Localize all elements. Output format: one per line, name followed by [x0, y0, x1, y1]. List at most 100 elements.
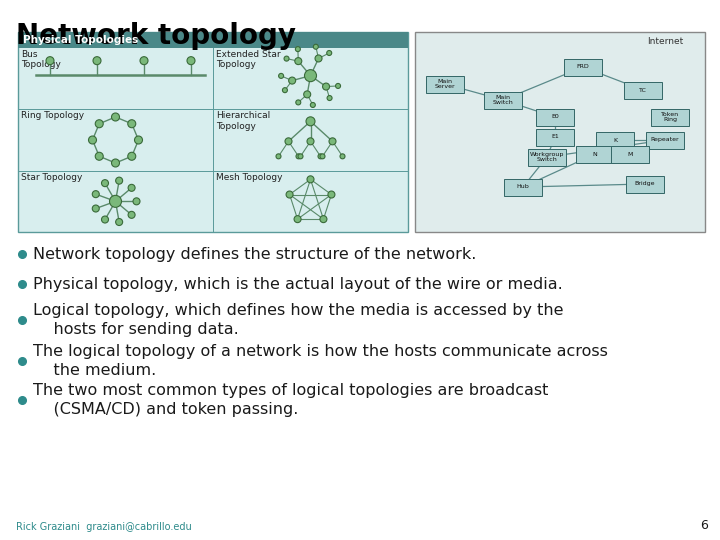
Text: TC: TC — [639, 87, 647, 92]
Text: N: N — [593, 152, 598, 157]
Circle shape — [128, 211, 135, 218]
Circle shape — [140, 57, 148, 65]
Circle shape — [320, 215, 327, 222]
Circle shape — [92, 205, 99, 212]
Text: Physical topology, which is the actual layout of the wire or media.: Physical topology, which is the actual l… — [33, 276, 563, 292]
Circle shape — [296, 100, 301, 105]
Circle shape — [102, 216, 109, 223]
Text: Network topology defines the structure of the network.: Network topology defines the structure o… — [33, 246, 477, 261]
FancyBboxPatch shape — [536, 129, 574, 145]
Text: Workgroup
Switch: Workgroup Switch — [530, 152, 564, 162]
Circle shape — [282, 87, 287, 93]
Circle shape — [95, 152, 103, 160]
Circle shape — [295, 46, 300, 52]
FancyBboxPatch shape — [596, 132, 634, 148]
Circle shape — [89, 136, 96, 144]
Circle shape — [109, 195, 122, 207]
FancyBboxPatch shape — [536, 109, 574, 125]
Circle shape — [307, 138, 314, 145]
Text: Token
Ring: Token Ring — [661, 112, 679, 122]
Circle shape — [92, 191, 99, 198]
FancyBboxPatch shape — [504, 179, 542, 195]
FancyBboxPatch shape — [624, 82, 662, 98]
Text: Hierarchical
Topology: Hierarchical Topology — [216, 111, 270, 131]
Text: Bridge: Bridge — [635, 181, 655, 186]
Circle shape — [323, 83, 330, 90]
Circle shape — [294, 58, 302, 65]
FancyBboxPatch shape — [426, 76, 464, 92]
Circle shape — [116, 177, 122, 184]
FancyBboxPatch shape — [18, 32, 408, 48]
Circle shape — [298, 154, 303, 159]
FancyBboxPatch shape — [646, 132, 684, 148]
Circle shape — [127, 152, 136, 160]
Text: The logical topology of a network is how the hosts communicate across
    the me: The logical topology of a network is how… — [33, 344, 608, 378]
Circle shape — [315, 55, 322, 62]
Text: 6: 6 — [700, 519, 708, 532]
Text: Repeater: Repeater — [651, 138, 679, 143]
Text: E1: E1 — [551, 134, 559, 139]
Circle shape — [93, 57, 101, 65]
Text: FRD: FRD — [577, 64, 590, 70]
Circle shape — [102, 180, 109, 187]
Circle shape — [112, 159, 120, 167]
FancyBboxPatch shape — [415, 32, 705, 232]
Text: The two most common types of logical topologies are broadcast
    (CSMA/CD) and : The two most common types of logical top… — [33, 383, 549, 417]
Circle shape — [313, 44, 318, 49]
Circle shape — [307, 176, 314, 183]
Circle shape — [296, 154, 301, 159]
FancyBboxPatch shape — [564, 58, 602, 76]
Circle shape — [285, 138, 292, 145]
Circle shape — [135, 136, 143, 144]
Circle shape — [294, 215, 301, 222]
FancyBboxPatch shape — [528, 148, 566, 165]
Text: Hub: Hub — [517, 185, 529, 190]
Circle shape — [279, 73, 284, 78]
Text: E0: E0 — [551, 114, 559, 119]
Text: Main
Switch: Main Switch — [492, 95, 513, 105]
FancyBboxPatch shape — [18, 32, 408, 232]
Text: Ring Topology: Ring Topology — [21, 111, 84, 120]
Text: Main
Server: Main Server — [435, 79, 455, 89]
Text: Star Topology: Star Topology — [21, 173, 82, 181]
Text: Extended Star
Topology: Extended Star Topology — [216, 50, 281, 70]
Text: Rick Graziani  graziani@cabrillo.edu: Rick Graziani graziani@cabrillo.edu — [16, 522, 192, 532]
FancyBboxPatch shape — [484, 91, 522, 109]
FancyBboxPatch shape — [576, 145, 614, 163]
Circle shape — [328, 191, 335, 198]
Text: Network topology: Network topology — [16, 22, 296, 50]
Circle shape — [133, 198, 140, 205]
Text: M: M — [627, 152, 633, 157]
Circle shape — [327, 51, 332, 56]
Circle shape — [327, 96, 332, 100]
Circle shape — [336, 84, 341, 89]
Circle shape — [306, 117, 315, 126]
Circle shape — [46, 57, 54, 65]
Text: Logical topology, which defines how the media is accessed by the
    hosts for s: Logical topology, which defines how the … — [33, 303, 564, 337]
Text: Mesh Topology: Mesh Topology — [216, 173, 282, 181]
Circle shape — [116, 219, 122, 226]
Circle shape — [310, 103, 315, 107]
Circle shape — [320, 154, 325, 159]
Circle shape — [340, 154, 345, 159]
Circle shape — [329, 138, 336, 145]
Circle shape — [187, 57, 195, 65]
Circle shape — [304, 91, 311, 98]
FancyBboxPatch shape — [611, 145, 649, 163]
Circle shape — [286, 191, 293, 198]
Text: Bus
Topology: Bus Topology — [21, 50, 61, 70]
Text: Physical Topologies: Physical Topologies — [23, 35, 138, 45]
Circle shape — [305, 70, 317, 82]
Circle shape — [284, 56, 289, 61]
Circle shape — [318, 154, 323, 159]
Circle shape — [289, 77, 296, 84]
Circle shape — [276, 154, 281, 159]
FancyBboxPatch shape — [626, 176, 664, 192]
Circle shape — [112, 113, 120, 121]
Text: Internet: Internet — [647, 37, 683, 46]
Text: K: K — [613, 138, 617, 143]
Circle shape — [128, 184, 135, 191]
Circle shape — [127, 120, 136, 128]
FancyBboxPatch shape — [651, 109, 689, 125]
Circle shape — [95, 120, 103, 128]
